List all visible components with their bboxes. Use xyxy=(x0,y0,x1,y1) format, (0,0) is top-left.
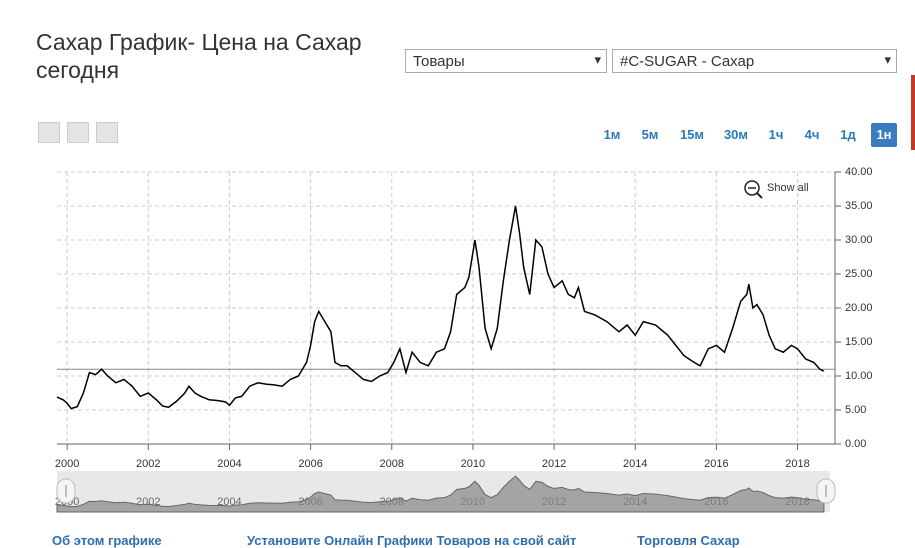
show-all[interactable]: Show all xyxy=(767,182,809,194)
x-tick-label: 2004 xyxy=(217,458,241,470)
x-tick-label: 2018 xyxy=(785,458,809,470)
page-title: Сахар График- Цена на Сахар сегодня xyxy=(36,29,362,83)
link[interactable]: Установите Онлайн Графики Товаров на сво… xyxy=(247,533,577,548)
timeframe-button[interactable]: 1м xyxy=(603,127,621,142)
y-tick-label: 15.00 xyxy=(845,336,873,348)
x-tick-label: 2010 xyxy=(461,458,485,470)
y-tick-label: 40.00 xyxy=(845,166,873,178)
timeframe-button[interactable]: 30м xyxy=(723,127,749,142)
y-tick-label: 30.00 xyxy=(845,234,873,246)
side-tab xyxy=(911,75,915,150)
y-tick-label: 35.00 xyxy=(845,200,873,212)
x-tick-label: 2014 xyxy=(623,458,647,470)
x-tick-label: 2002 xyxy=(136,458,160,470)
zoom-icon-handle xyxy=(756,192,763,199)
x-tick-label: 2000 xyxy=(55,458,79,470)
link[interactable]: Об этом графике xyxy=(52,533,162,548)
y-tick-label: 25.00 xyxy=(845,268,873,280)
x-tick-label: 2012 xyxy=(542,458,566,470)
instrument-select[interactable]: #C-SUGAR - Сахар xyxy=(612,49,897,73)
timeframe-button[interactable]: 15м xyxy=(679,127,705,142)
timeframe-button[interactable]: 1ч xyxy=(768,127,784,142)
y-tick-label: 5.00 xyxy=(845,404,866,416)
navigator-area xyxy=(56,475,825,513)
y-tick-label: 20.00 xyxy=(845,302,873,314)
y-tick-label: 0.00 xyxy=(845,438,866,450)
timeframe-button[interactable]: 1н xyxy=(871,123,897,147)
timeframe-button[interactable]: 4ч xyxy=(804,127,820,142)
timeframe-button[interactable]: 5м xyxy=(641,127,659,142)
candle-chart-icon[interactable] xyxy=(67,122,89,143)
category-select[interactable]: Товары xyxy=(405,49,607,73)
zoom-icon[interactable] xyxy=(744,180,760,196)
y-tick-label: 10.00 xyxy=(845,370,873,382)
x-tick-label: 2008 xyxy=(380,458,404,470)
price-line xyxy=(56,205,825,410)
x-tick-label: 2016 xyxy=(704,458,728,470)
timeframe-button[interactable]: 1д xyxy=(840,127,856,142)
x-tick-label: 2006 xyxy=(298,458,322,470)
line-chart-icon[interactable] xyxy=(38,122,60,143)
chart: Show all 0.00 5.00 10.00 15.00 20.00 25.00 30.… xyxy=(55,166,873,513)
step-chart-icon[interactable] xyxy=(96,122,118,143)
link[interactable]: Торговля Сахар xyxy=(637,533,740,548)
